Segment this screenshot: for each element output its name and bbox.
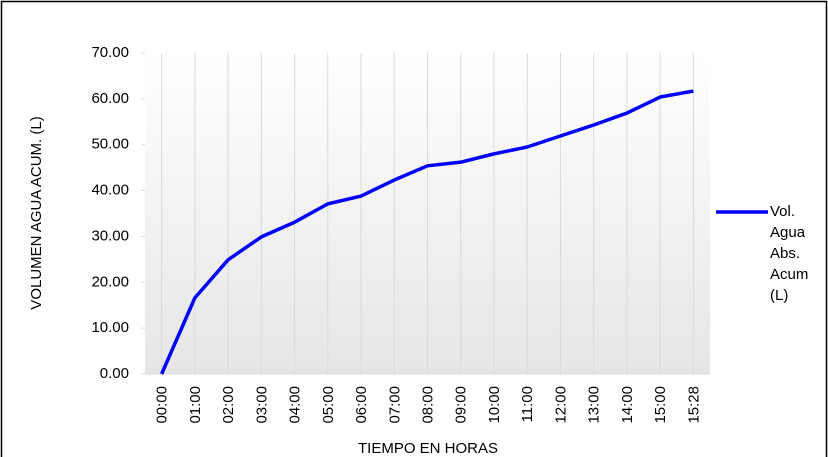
y-tick-label: 40.00 xyxy=(91,182,129,199)
x-tick-label: 06:00 xyxy=(353,386,370,424)
x-tick-label: 14:00 xyxy=(619,386,636,424)
x-tick-label: 08:00 xyxy=(420,386,437,424)
x-tick-label: 11:00 xyxy=(519,386,536,422)
y-tick-label: 20.00 xyxy=(91,273,129,290)
x-tick-label: 02:00 xyxy=(220,386,237,424)
x-tick-label: 12:00 xyxy=(552,386,569,424)
legend-text: Vol. Agua Abs. Acum (L) xyxy=(770,203,809,304)
x-tick-label: 15:28 xyxy=(685,386,702,424)
x-tick-label: 15:00 xyxy=(652,386,669,424)
x-tick-label: 04:00 xyxy=(287,386,304,424)
legend-label: Vol. Agua Abs. Acum (L) xyxy=(770,203,809,304)
y-tick-label: 0.00 xyxy=(100,365,129,382)
x-axis-title: TIEMPO EN HORAS xyxy=(358,440,498,457)
data-line xyxy=(160,89,694,375)
x-tick-label: 07:00 xyxy=(386,386,403,424)
y-tick-label: 70.00 xyxy=(91,44,129,61)
x-tick-label: 05:00 xyxy=(320,386,337,424)
y-axis-title: VOLUMEN AGUA ACUM. (L) xyxy=(28,116,45,309)
x-tick-label: 01:00 xyxy=(187,386,204,424)
y-tick-label: 60.00 xyxy=(91,90,129,107)
x-tick-label: 03:00 xyxy=(253,386,270,424)
y-tick-label: 10.00 xyxy=(91,319,129,336)
x-tick-label: 13:00 xyxy=(586,386,603,424)
x-tick-label: 10:00 xyxy=(486,386,503,424)
x-tick-label: 00:00 xyxy=(154,386,171,424)
y-tick-label: 50.00 xyxy=(91,136,129,153)
y-tick-label: 30.00 xyxy=(91,227,129,244)
x-tick-label: 09:00 xyxy=(453,386,470,424)
